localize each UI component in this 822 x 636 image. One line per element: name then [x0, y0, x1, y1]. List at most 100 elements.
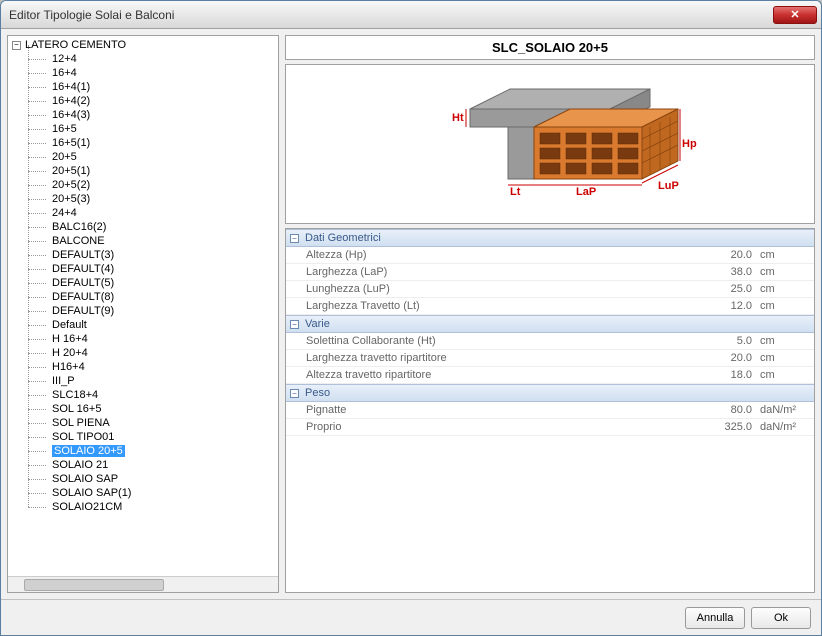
tree-item[interactable]: 16+5(1) — [8, 136, 278, 150]
property-unit: cm — [760, 335, 810, 347]
tree-item[interactable]: DEFAULT(4) — [8, 262, 278, 276]
tree-item-label: DEFAULT(9) — [52, 305, 114, 317]
collapse-icon[interactable]: − — [12, 41, 21, 50]
tree-item[interactable]: H 16+4 — [8, 332, 278, 346]
properties-grid: −Dati GeometriciAltezza (Hp)20.0cmLarghe… — [285, 228, 815, 593]
property-value[interactable]: 38.0 — [700, 266, 760, 278]
tree-item-label: 12+4 — [52, 53, 77, 65]
tree-item[interactable]: 16+4(1) — [8, 80, 278, 94]
property-unit: cm — [760, 249, 810, 261]
property-row[interactable]: Larghezza (LaP)38.0cm — [286, 264, 814, 281]
collapse-icon[interactable]: − — [290, 389, 299, 398]
tree-item[interactable]: BALC16(2) — [8, 220, 278, 234]
tree-item-label: SLC18+4 — [52, 389, 98, 401]
property-row[interactable]: Pignatte80.0daN/m² — [286, 402, 814, 419]
tree-item[interactable]: Default — [8, 318, 278, 332]
property-row[interactable]: Larghezza travetto ripartitore20.0cm — [286, 350, 814, 367]
tree-item[interactable]: DEFAULT(8) — [8, 290, 278, 304]
tree-item[interactable]: DEFAULT(3) — [8, 248, 278, 262]
tree-item[interactable]: 24+4 — [8, 206, 278, 220]
selection-title: SLC_SOLAIO 20+5 — [492, 40, 608, 55]
section-title: Peso — [305, 387, 330, 399]
property-value[interactable]: 5.0 — [700, 335, 760, 347]
tree-panel: − LATERO CEMENTO 12+416+416+4(1)16+4(2)1… — [7, 35, 279, 593]
scrollbar-thumb[interactable] — [24, 579, 164, 591]
property-label: Lunghezza (LuP) — [306, 283, 700, 295]
cancel-button[interactable]: Annulla — [685, 607, 745, 629]
titlebar: Editor Tipologie Solai e Balconi ✕ — [1, 1, 821, 29]
tree-item[interactable]: 20+5 — [8, 150, 278, 164]
property-value[interactable]: 12.0 — [700, 300, 760, 312]
property-row[interactable]: Solettina Collaborante (Ht)5.0cm — [286, 333, 814, 350]
tree-item[interactable]: SOL TIPO01 — [8, 430, 278, 444]
property-value[interactable]: 80.0 — [700, 404, 760, 416]
tree-item[interactable]: H16+4 — [8, 360, 278, 374]
tree-item[interactable]: SOLAIO SAP — [8, 472, 278, 486]
section-title: Dati Geometrici — [305, 232, 381, 244]
property-label: Larghezza (LaP) — [306, 266, 700, 278]
property-section-header[interactable]: −Peso — [286, 384, 814, 402]
tree-item[interactable]: SOLAIO 21 — [8, 458, 278, 472]
property-value[interactable]: 325.0 — [700, 421, 760, 433]
tree-item-label: 16+4(3) — [52, 109, 90, 121]
close-icon: ✕ — [790, 8, 799, 21]
tree-item-label: 16+5(1) — [52, 137, 90, 149]
property-row[interactable]: Lunghezza (LuP)25.0cm — [286, 281, 814, 298]
ok-button[interactable]: Ok — [751, 607, 811, 629]
tree-item[interactable]: III_P — [8, 374, 278, 388]
tree-item[interactable]: 12+4 — [8, 52, 278, 66]
tree-item-label: SOLAIO 20+5 — [52, 445, 125, 457]
content-area: − LATERO CEMENTO 12+416+416+4(1)16+4(2)1… — [1, 29, 821, 599]
tree-item[interactable]: 16+4(3) — [8, 108, 278, 122]
tree-item[interactable]: SOL 16+5 — [8, 402, 278, 416]
collapse-icon[interactable]: − — [290, 320, 299, 329]
horizontal-scrollbar[interactable] — [8, 576, 278, 592]
tree-item[interactable]: SOLAIO 20+5 — [8, 444, 278, 458]
tree-item-label: SOL 16+5 — [52, 403, 101, 415]
property-row[interactable]: Altezza (Hp)20.0cm — [286, 247, 814, 264]
tree-item[interactable]: SOL PIENA — [8, 416, 278, 430]
property-value[interactable]: 18.0 — [700, 369, 760, 381]
dim-ht: Ht — [452, 112, 464, 124]
tree-item[interactable]: 16+5 — [8, 122, 278, 136]
collapse-icon[interactable]: − — [290, 234, 299, 243]
tree-item[interactable]: 20+5(3) — [8, 192, 278, 206]
property-row[interactable]: Proprio325.0daN/m² — [286, 419, 814, 436]
property-unit: cm — [760, 266, 810, 278]
tree-item[interactable]: 16+4 — [8, 66, 278, 80]
tree-item[interactable]: 20+5(1) — [8, 164, 278, 178]
property-unit: daN/m² — [760, 421, 810, 433]
property-unit: daN/m² — [760, 404, 810, 416]
tree-item[interactable]: BALCONE — [8, 234, 278, 248]
tree-item-label: Default — [52, 319, 87, 331]
tree-item[interactable]: SLC18+4 — [8, 388, 278, 402]
property-value[interactable]: 20.0 — [700, 352, 760, 364]
tree-item-label: H 20+4 — [52, 347, 88, 359]
tree-item[interactable]: 20+5(2) — [8, 178, 278, 192]
tree-item[interactable]: DEFAULT(9) — [8, 304, 278, 318]
property-label: Larghezza Travetto (Lt) — [306, 300, 700, 312]
tree-item-label: 16+5 — [52, 123, 77, 135]
tree-item[interactable]: DEFAULT(5) — [8, 276, 278, 290]
tree-item[interactable]: SOLAIO SAP(1) — [8, 486, 278, 500]
property-unit: cm — [760, 300, 810, 312]
property-row[interactable]: Altezza travetto ripartitore18.0cm — [286, 367, 814, 384]
property-section-header[interactable]: −Dati Geometrici — [286, 229, 814, 247]
dim-hp: Hp — [682, 138, 697, 150]
tree-root[interactable]: − LATERO CEMENTO — [8, 38, 278, 52]
close-button[interactable]: ✕ — [773, 6, 817, 24]
tree-item[interactable]: SOLAIO21CM — [8, 500, 278, 514]
property-row[interactable]: Larghezza Travetto (Lt)12.0cm — [286, 298, 814, 315]
tree-item[interactable]: H 20+4 — [8, 346, 278, 360]
property-section-header[interactable]: −Varie — [286, 315, 814, 333]
tree-scroll[interactable]: − LATERO CEMENTO 12+416+416+4(1)16+4(2)1… — [8, 36, 278, 576]
property-label: Larghezza travetto ripartitore — [306, 352, 700, 364]
tree-item-label: H16+4 — [52, 361, 85, 373]
property-value[interactable]: 20.0 — [700, 249, 760, 261]
slab-diagram: Ht Hp LuP LaP Lt — [380, 69, 720, 219]
property-label: Pignatte — [306, 404, 700, 416]
tree-item-label: 16+4(1) — [52, 81, 90, 93]
right-panel: SLC_SOLAIO 20+5 — [285, 35, 815, 593]
tree-item[interactable]: 16+4(2) — [8, 94, 278, 108]
property-value[interactable]: 25.0 — [700, 283, 760, 295]
